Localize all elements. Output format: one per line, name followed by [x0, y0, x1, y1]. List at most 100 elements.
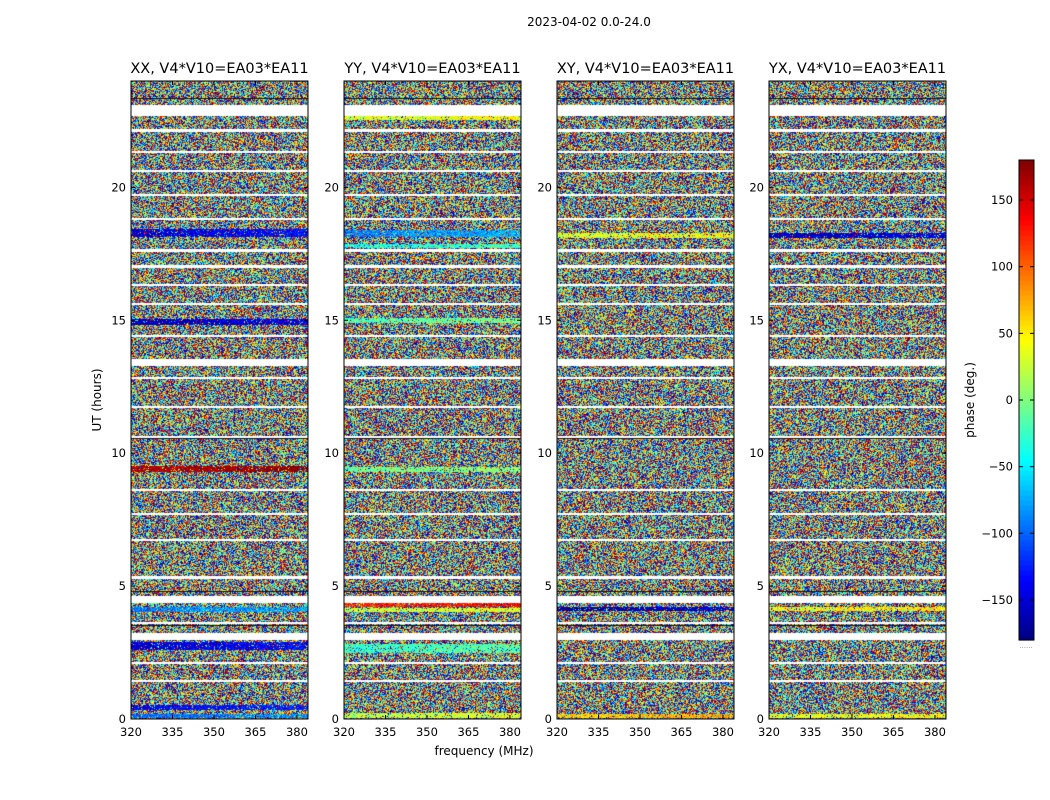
colorbar-segment — [1019, 175, 1034, 181]
y-tick-label: 15 — [111, 313, 126, 327]
y-tick-label: 5 — [332, 579, 339, 593]
x-tick-label: 350 — [841, 725, 863, 739]
colorbar-segment — [1019, 390, 1034, 396]
colorbar-segment — [1019, 465, 1034, 471]
x-tick-label: 320 — [120, 725, 142, 739]
colorbar-segment — [1019, 495, 1034, 501]
colorbar-segment — [1019, 205, 1034, 211]
colorbar-segment — [1019, 210, 1034, 216]
y-tick-label: 0 — [119, 712, 126, 726]
colorbar-segment — [1019, 230, 1034, 236]
x-tick-label: 380 — [712, 725, 734, 739]
colorbar-segment — [1019, 600, 1034, 606]
colorbar-segment — [1019, 355, 1034, 361]
colorbar-tick-label: −100 — [981, 526, 1013, 540]
colorbar-segment — [1019, 625, 1034, 631]
colorbar-segment — [1019, 530, 1034, 536]
colorbar-segment — [1019, 480, 1034, 486]
colorbar-segment — [1019, 410, 1034, 416]
colorbar-segment — [1019, 200, 1034, 206]
x-tick-label: 320 — [546, 725, 568, 739]
figure-suptitle: 2023-04-02 0.0-24.0 — [527, 15, 651, 29]
x-tick-label: 365 — [244, 725, 266, 739]
panel-1-heatmap — [131, 81, 308, 719]
colorbar-segment — [1019, 190, 1034, 196]
colorbar-tick-label: −150 — [981, 593, 1013, 607]
x-tick-label: 320 — [333, 725, 355, 739]
panel-4: YX, V4*V10=EA03*EA11 320 335 350 365 380 0 5 10 1… — [749, 61, 947, 739]
panel-4-heatmap — [769, 81, 946, 719]
y-tick-label: 20 — [111, 180, 126, 194]
y-tick-label: 15 — [749, 313, 764, 327]
x-tick-label: 365 — [670, 725, 692, 739]
colorbar-segment — [1019, 620, 1034, 626]
colorbar-segment — [1019, 285, 1034, 291]
colorbar-segment — [1019, 360, 1034, 366]
colorbar-tick-label: 100 — [991, 260, 1013, 274]
colorbar-segment — [1019, 235, 1034, 241]
colorbar-segment — [1019, 575, 1034, 581]
y-tick-label: 5 — [545, 579, 552, 593]
y-tick-label: 0 — [757, 712, 764, 726]
colorbar-segment — [1019, 400, 1034, 406]
colorbar-segment — [1019, 520, 1034, 526]
colorbar-segment — [1019, 275, 1034, 281]
colorbar-segment — [1019, 415, 1034, 421]
colorbar-segment — [1019, 460, 1034, 466]
x-tick-label: 320 — [758, 725, 780, 739]
colorbar-segment — [1019, 525, 1034, 531]
y-tick-label: 0 — [545, 712, 552, 726]
colorbar-segment — [1019, 350, 1034, 356]
y-tick-label: 5 — [757, 579, 764, 593]
colorbar-segment — [1019, 160, 1034, 166]
colorbar-segment — [1019, 340, 1034, 346]
y-tick-label: 10 — [324, 446, 339, 460]
panel-2-frame — [343, 80, 522, 720]
x-tick-label: 380 — [924, 725, 946, 739]
panel-3-frame — [556, 80, 735, 720]
colorbar-segment — [1019, 295, 1034, 301]
panel-3-heatmap — [557, 81, 734, 719]
y-tick-label: 15 — [537, 313, 552, 327]
colorbar-segment — [1019, 280, 1034, 286]
colorbar-segment — [1019, 570, 1034, 576]
colorbar-segment — [1019, 475, 1034, 481]
colorbar-segment — [1019, 320, 1034, 326]
colorbar-segment — [1019, 535, 1034, 541]
panel-3-title: XY, V4*V10=EA03*EA11 — [557, 61, 734, 77]
colorbar-tick-label: 0 — [1006, 393, 1013, 407]
colorbar-segment — [1019, 425, 1034, 431]
colorbar-segment — [1019, 305, 1034, 311]
panels-group: XX, V4*V10=EA03*EA11 320 335 350 365 380 0 5 10 1… — [111, 61, 947, 739]
panel-2: YY, V4*V10=EA03*EA11 320 335 350 365 380 0 5 10 1… — [324, 61, 522, 739]
colorbar-segment — [1019, 330, 1034, 336]
colorbar-segment — [1019, 545, 1034, 551]
colorbar-segment — [1019, 385, 1034, 391]
y-tick-label: 0 — [332, 712, 339, 726]
colorbar-segment — [1019, 440, 1034, 446]
colorbar-segment — [1019, 555, 1034, 561]
colorbar-segment — [1019, 250, 1034, 256]
colorbar-segment — [1019, 630, 1034, 636]
colorbar-segment — [1019, 505, 1034, 511]
x-tick-label: 365 — [882, 725, 904, 739]
y-tick-label: 20 — [324, 180, 339, 194]
colorbar-segment — [1019, 220, 1034, 226]
panel-1: XX, V4*V10=EA03*EA11 320 335 350 365 380 0 5 10 1… — [111, 61, 308, 739]
panel-1-title: XX, V4*V10=EA03*EA11 — [130, 61, 308, 77]
colorbar-segment — [1019, 170, 1034, 176]
colorbar-segment — [1019, 180, 1034, 186]
panel-3: XY, V4*V10=EA03*EA11 320 335 350 365 380 0 5 10 1… — [537, 61, 735, 739]
colorbar-segment — [1019, 185, 1034, 191]
x-tick-label: 335 — [162, 725, 184, 739]
panel-2-heatmap — [344, 81, 521, 719]
panel-4-frame — [768, 80, 947, 720]
colorbar-segment — [1019, 395, 1034, 401]
y-tick-label: 10 — [537, 446, 552, 460]
colorbar-segment — [1019, 335, 1034, 341]
colorbar-segment — [1019, 595, 1034, 601]
colorbar-segment — [1019, 455, 1034, 461]
x-tick-label: 365 — [457, 725, 479, 739]
colorbar-label: phase (deg.) — [963, 362, 977, 438]
